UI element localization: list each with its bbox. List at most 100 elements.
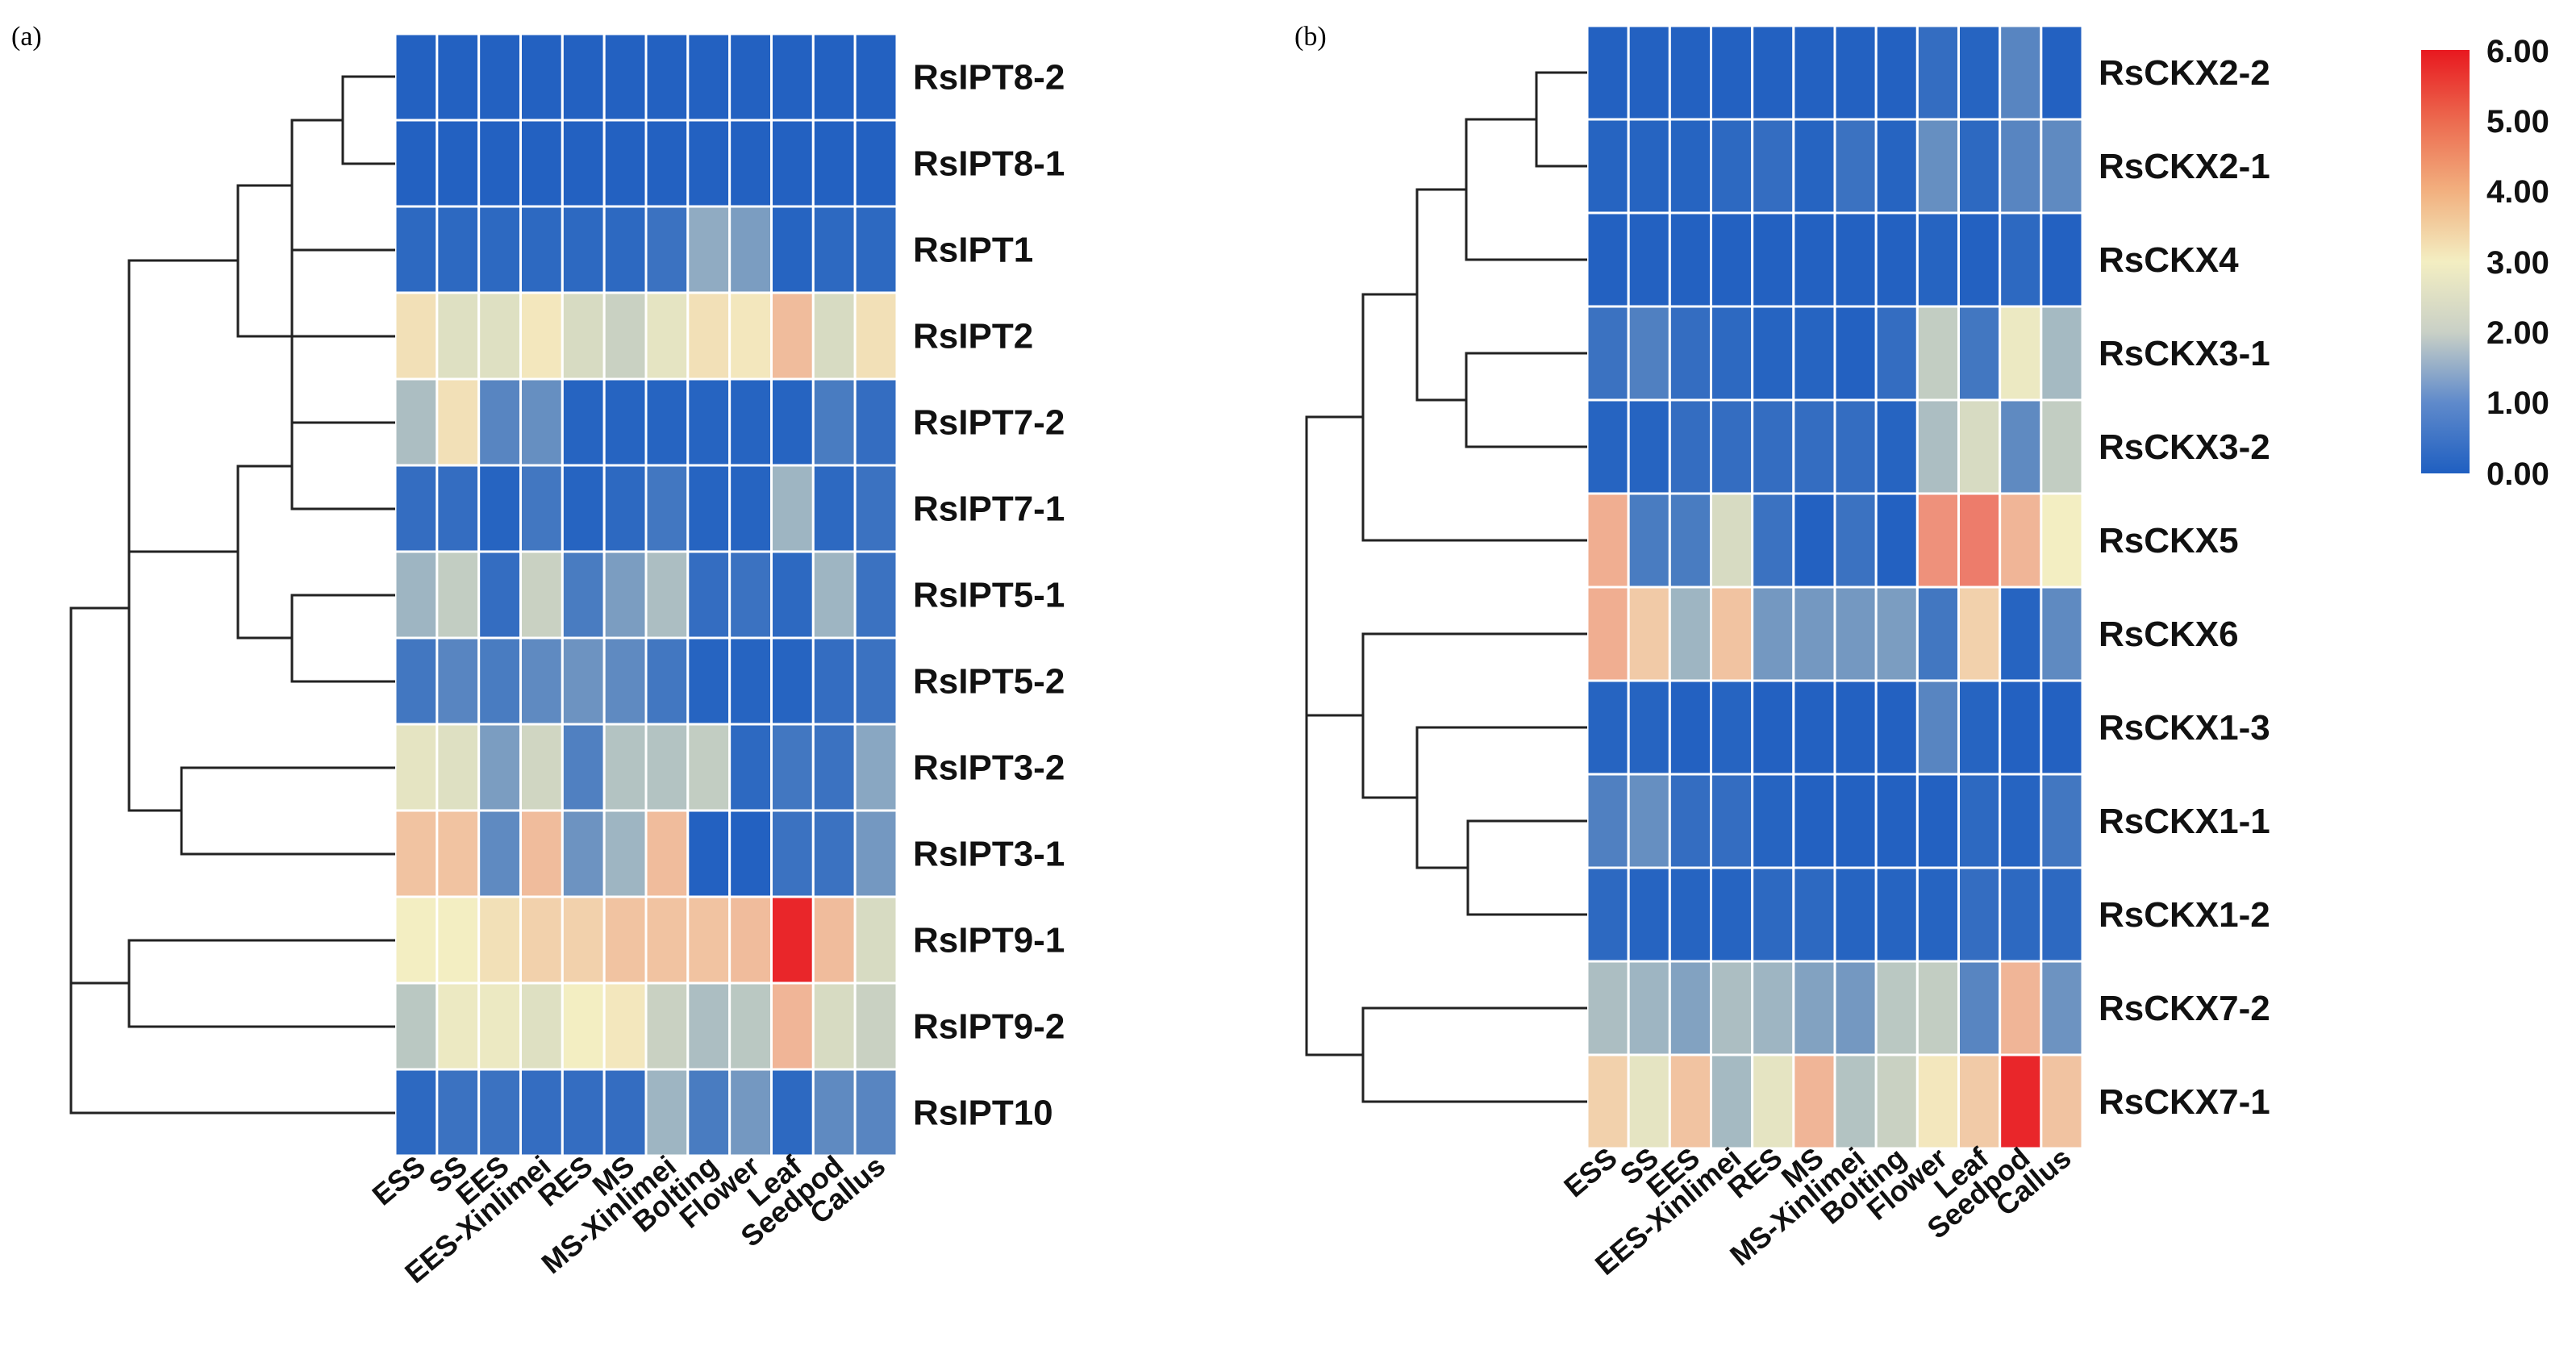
heatmap-cell xyxy=(477,291,522,381)
heatmap-cell xyxy=(519,550,564,640)
heatmap-cell xyxy=(644,205,690,294)
heatmap-cell xyxy=(1915,1053,1961,1150)
heatmap-cell xyxy=(1586,211,1630,308)
heatmap-cell xyxy=(1999,1053,2043,1150)
heatmap-cell xyxy=(811,32,857,122)
heatmap-cell xyxy=(1751,679,1795,776)
heatmap-cell xyxy=(644,291,690,381)
heatmap-cell xyxy=(1957,24,2002,121)
heatmap-cell xyxy=(1668,118,1713,215)
heatmap-cell xyxy=(477,809,522,898)
row-label: RsIPT10 xyxy=(913,1094,1053,1133)
heatmap-cell xyxy=(853,119,898,208)
heatmap-ipt: RsIPT8-2 RsIPT8-1 RsIPT1 RsIPT2 RsIPT7-2 RsIP… xyxy=(366,32,1065,1290)
row-label: RsCKX3-2 xyxy=(2099,427,2270,467)
heatmap-cell xyxy=(436,981,481,1071)
heatmap-cell xyxy=(561,464,606,553)
heatmap-cell xyxy=(686,291,732,381)
heatmap-cell xyxy=(2040,585,2084,682)
heatmap-cell xyxy=(853,464,898,553)
heatmap-cell xyxy=(1586,492,1630,589)
heatmap-cell xyxy=(770,1068,815,1157)
heatmap-cell xyxy=(1874,118,1919,215)
heatmap-cell xyxy=(1957,585,2002,682)
heatmap-cell xyxy=(811,205,857,294)
heatmap-cell xyxy=(1627,24,1671,121)
heatmap-cell xyxy=(1874,1053,1919,1150)
heatmap-cell xyxy=(1957,866,2002,963)
heatmap-cell xyxy=(1999,585,2043,682)
heatmap-cell xyxy=(561,809,606,898)
dendro-ipt-top xyxy=(236,184,395,338)
heatmap-cell xyxy=(1668,1053,1713,1150)
row-label: RsIPT3-1 xyxy=(913,835,1065,874)
heatmap-cell xyxy=(477,723,522,812)
heatmap-cell xyxy=(644,1068,690,1157)
heatmap-cell xyxy=(519,636,564,726)
heatmap-cell xyxy=(519,119,564,208)
heatmap-cell xyxy=(519,464,564,553)
heatmap-cell xyxy=(1586,398,1630,495)
heatmap-cell xyxy=(2040,492,2084,589)
heatmap-cell xyxy=(394,377,439,467)
dendro-ckx-5 xyxy=(1361,293,1587,542)
heatmap-cell xyxy=(1999,305,2043,402)
heatmap-cell xyxy=(436,377,481,467)
heatmap-cell xyxy=(602,291,648,381)
heatmap-cell xyxy=(1586,1053,1630,1150)
heatmap-cell xyxy=(1586,679,1630,776)
dendro-ckx-2pair xyxy=(1535,71,1587,168)
heatmap-cell xyxy=(2040,773,2084,869)
heatmap-cell xyxy=(644,636,690,726)
heatmap-cell xyxy=(1792,866,1836,963)
heatmap-cell xyxy=(1751,960,1795,1056)
heatmap-cell xyxy=(1999,398,2043,495)
heatmap-cell xyxy=(519,32,564,122)
row-label: RsCKX5 xyxy=(2099,521,2239,560)
row-label: RsCKX3-1 xyxy=(2099,334,2270,373)
heatmap-cell xyxy=(728,464,773,553)
heatmap-cell xyxy=(394,981,439,1071)
heatmap-cell xyxy=(644,809,690,898)
heatmap-cell xyxy=(2040,679,2084,776)
panel-label-a: (a) xyxy=(11,22,42,52)
heatmap-cell xyxy=(436,32,481,122)
heatmap-cell xyxy=(1833,211,1878,308)
heatmap-cell xyxy=(1751,305,1795,402)
dendro-ipt-9pair xyxy=(127,939,395,1028)
heatmap-cell xyxy=(686,809,732,898)
heatmap-cell xyxy=(1833,679,1878,776)
dendro-ipt-a3 xyxy=(69,606,129,985)
heatmap-cell xyxy=(1668,305,1713,402)
heatmap-cell xyxy=(1874,305,1919,402)
heatmap-cell xyxy=(1915,24,1961,121)
heatmap-cell xyxy=(728,809,773,898)
dendro-ipt-a2 xyxy=(127,406,181,812)
dendro-ckx-root xyxy=(1305,566,1363,1056)
heatmap-cell xyxy=(519,981,564,1071)
heatmap-cell xyxy=(1999,118,2043,215)
row-label: RsCKX1-2 xyxy=(2099,895,2270,935)
heatmap-cell xyxy=(436,636,481,726)
heatmap-cell xyxy=(2040,24,2084,121)
column-label: ESS xyxy=(366,1149,432,1212)
heatmap-cell xyxy=(1627,118,1671,215)
row-label: RsIPT3-2 xyxy=(913,748,1065,788)
heatmap-cell xyxy=(1874,773,1919,869)
heatmap-cell xyxy=(1833,960,1878,1056)
heatmap-cell xyxy=(477,464,522,553)
heatmap-cell xyxy=(561,1068,606,1157)
heatmap-cell xyxy=(686,550,732,640)
heatmap-ckx: RsCKX2-2 RsCKX2-1 RsCKX4 RsCKX3-1 RsCKX3-2 Rs… xyxy=(1557,24,2270,1281)
heatmap-cell xyxy=(436,550,481,640)
heatmap-cell xyxy=(1751,1053,1795,1150)
heatmap-cell xyxy=(2040,1053,2084,1150)
legend-tick: 3.00 xyxy=(2486,245,2549,281)
row-label: RsCKX4 xyxy=(2099,240,2239,280)
row-label: RsIPT8-2 xyxy=(913,58,1065,98)
heatmap-cell xyxy=(1957,211,2002,308)
legend-tick: 1.00 xyxy=(2486,385,2549,421)
row-label: RsCKX7-2 xyxy=(2099,989,2270,1028)
heatmap-cell xyxy=(1792,211,1836,308)
heatmap-cell xyxy=(1915,866,1961,963)
